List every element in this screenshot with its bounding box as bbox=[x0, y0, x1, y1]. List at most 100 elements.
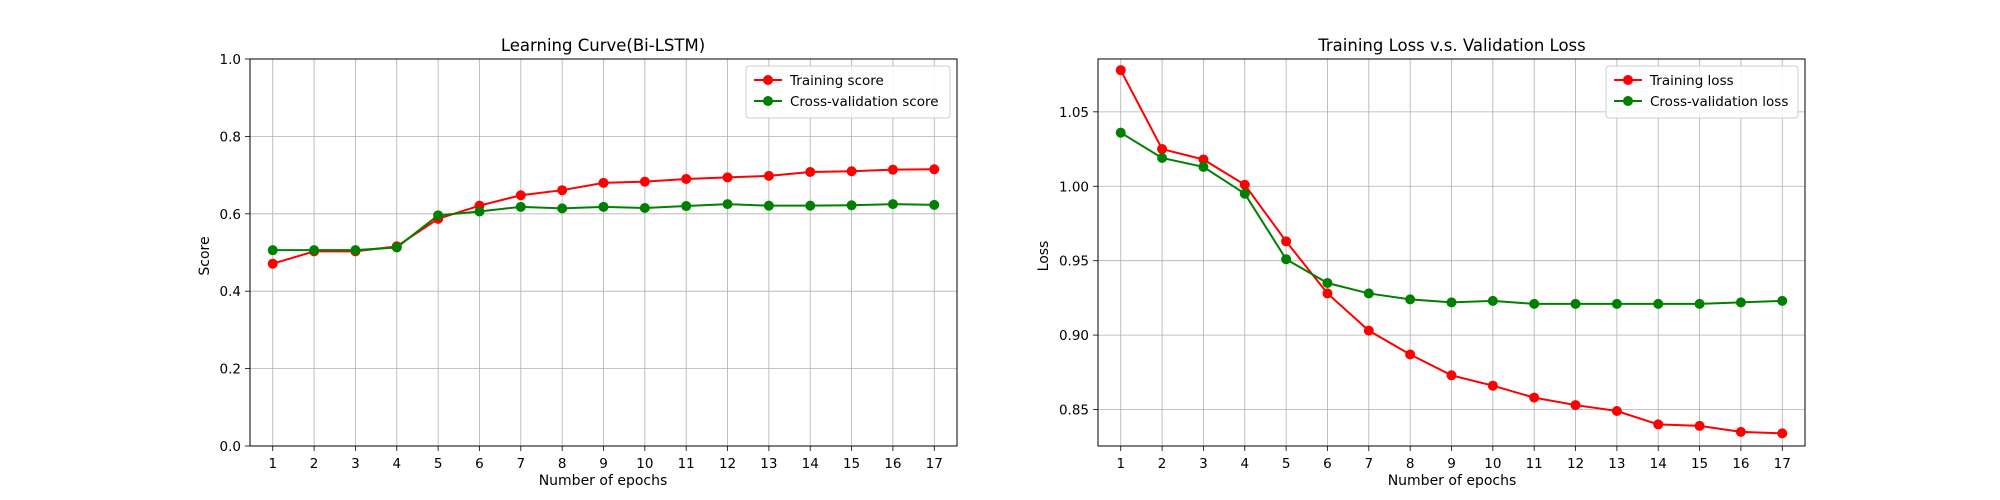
data-point bbox=[598, 201, 609, 212]
data-point bbox=[1446, 370, 1457, 381]
legend-label: Cross-validation score bbox=[790, 94, 939, 110]
data-point bbox=[1281, 254, 1292, 265]
data-point bbox=[846, 166, 857, 177]
data-point bbox=[1322, 278, 1333, 289]
y-tick-label: 0.90 bbox=[1059, 328, 1089, 344]
data-point bbox=[267, 245, 278, 256]
x-tick-label: 7 bbox=[1365, 456, 1374, 472]
y-tick-label: 1.0 bbox=[220, 52, 241, 68]
legend-label: Training loss bbox=[1649, 73, 1734, 89]
data-point bbox=[722, 172, 733, 183]
data-point bbox=[557, 185, 568, 196]
x-tick-label: 9 bbox=[599, 456, 608, 472]
data-point bbox=[1115, 127, 1126, 138]
data-point bbox=[1735, 426, 1746, 437]
data-point bbox=[515, 201, 526, 212]
data-point bbox=[1487, 380, 1498, 391]
data-point bbox=[267, 258, 278, 269]
chart-title: Training Loss v.s. Validation Loss bbox=[1317, 36, 1586, 55]
chart-title: Learning Curve(Bi-LSTM) bbox=[501, 36, 705, 55]
data-point bbox=[763, 170, 774, 181]
data-point bbox=[887, 199, 898, 210]
x-tick-label: 2 bbox=[310, 456, 319, 472]
legend: Training score Cross-validation score bbox=[745, 65, 951, 119]
y-tick-label: 1.05 bbox=[1059, 105, 1089, 121]
x-tick-label: 3 bbox=[351, 456, 360, 472]
legend-box bbox=[1605, 65, 1799, 119]
x-tick-label: 17 bbox=[1774, 456, 1791, 472]
data-point bbox=[846, 200, 857, 211]
data-point bbox=[1157, 144, 1168, 155]
data-point bbox=[557, 203, 568, 214]
x-tick-label: 12 bbox=[1567, 456, 1584, 472]
data-point bbox=[1281, 236, 1292, 247]
data-point bbox=[515, 190, 526, 201]
data-point bbox=[887, 164, 898, 175]
data-point bbox=[1363, 288, 1374, 299]
legend-marker bbox=[1623, 96, 1633, 106]
legend: Training loss Cross-validation loss bbox=[1605, 65, 1799, 119]
data-point bbox=[474, 206, 485, 217]
data-point bbox=[1529, 392, 1540, 403]
x-axis-label: Number of epochs bbox=[1388, 473, 1517, 489]
data-point bbox=[1570, 298, 1581, 309]
y-tick-label: 0.2 bbox=[220, 362, 241, 378]
data-point bbox=[1653, 298, 1664, 309]
x-tick-label: 11 bbox=[678, 456, 695, 472]
data-point bbox=[722, 199, 733, 210]
y-axis-label: Score bbox=[197, 236, 213, 275]
data-point bbox=[639, 176, 650, 187]
data-point bbox=[1239, 188, 1250, 199]
data-point bbox=[1611, 298, 1622, 309]
data-point bbox=[1777, 295, 1788, 306]
x-tick-label: 10 bbox=[636, 456, 653, 472]
x-tick-label: 12 bbox=[719, 456, 736, 472]
legend-box bbox=[745, 65, 951, 119]
x-tick-label: 8 bbox=[558, 456, 567, 472]
data-point bbox=[1322, 288, 1333, 299]
x-tick-label: 8 bbox=[1406, 456, 1415, 472]
data-point bbox=[929, 164, 940, 175]
x-tick-label: 14 bbox=[1650, 456, 1667, 472]
y-tick-label: 0.95 bbox=[1059, 254, 1089, 270]
x-tick-label: 15 bbox=[1691, 456, 1708, 472]
data-point bbox=[805, 167, 816, 178]
data-point bbox=[1446, 297, 1457, 308]
data-point bbox=[1487, 295, 1498, 306]
y-axis-label: Loss bbox=[1036, 241, 1052, 272]
x-tick-label: 1 bbox=[1116, 456, 1125, 472]
axes-frame bbox=[249, 58, 958, 447]
x-tick-label: 13 bbox=[1608, 456, 1625, 472]
x-tick-label: 17 bbox=[926, 456, 943, 472]
y-tick-label: 0.8 bbox=[220, 129, 241, 145]
x-tick-label: 9 bbox=[1447, 456, 1456, 472]
legend-marker bbox=[1623, 75, 1633, 85]
data-point bbox=[1405, 294, 1416, 305]
data-point bbox=[350, 245, 361, 256]
y-tick-label: 0.0 bbox=[220, 439, 241, 455]
x-tick-label: 4 bbox=[1240, 456, 1249, 472]
x-tick-label: 14 bbox=[802, 456, 819, 472]
data-point bbox=[681, 173, 692, 184]
y-tick-label: 0.85 bbox=[1059, 403, 1089, 419]
data-point bbox=[1239, 179, 1250, 190]
data-point bbox=[309, 245, 320, 256]
data-point bbox=[1694, 420, 1705, 431]
data-point bbox=[1777, 428, 1788, 439]
x-tick-label: 3 bbox=[1199, 456, 1208, 472]
y-tick-label: 1.00 bbox=[1059, 179, 1089, 195]
data-point bbox=[1405, 349, 1416, 360]
x-tick-label: 10 bbox=[1484, 456, 1501, 472]
data-point bbox=[1363, 325, 1374, 336]
loss-curve-chart: Training Loss v.s. Validation Loss Numbe… bbox=[1036, 36, 1806, 489]
y-tick-label: 0.4 bbox=[220, 284, 241, 300]
data-point bbox=[763, 200, 774, 211]
data-point bbox=[1529, 298, 1540, 309]
learning-curve-chart: Learning Curve(Bi-LSTM) Number of epochs… bbox=[197, 36, 958, 489]
x-tick-label: 16 bbox=[1732, 456, 1749, 472]
x-tick-label: 15 bbox=[843, 456, 860, 472]
data-point bbox=[681, 201, 692, 212]
data-point bbox=[1611, 406, 1622, 417]
x-tick-label: 4 bbox=[392, 456, 401, 472]
data-point bbox=[929, 199, 940, 210]
